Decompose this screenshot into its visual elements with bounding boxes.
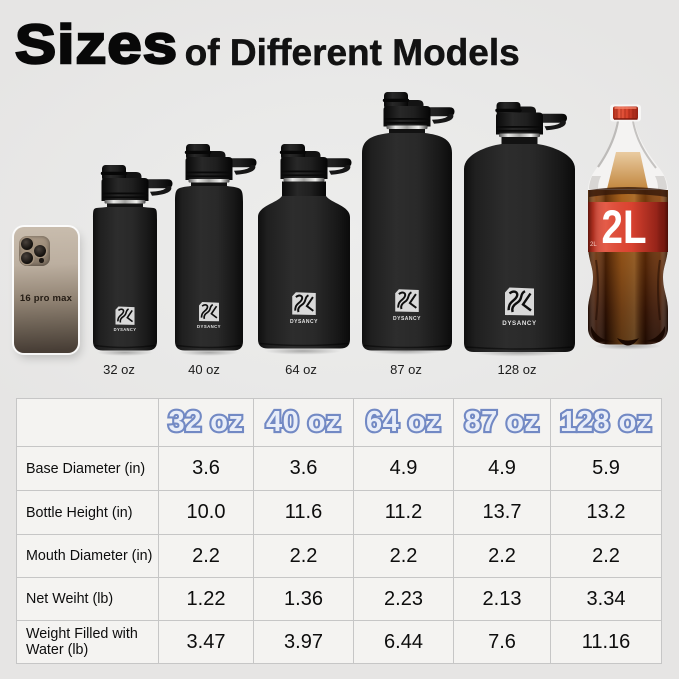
svg-text:DYSANCY: DYSANCY [197,324,221,329]
svg-text:2L: 2L [602,200,647,253]
svg-text:DYSANCY: DYSANCY [393,316,421,322]
svg-text:DYSANCY: DYSANCY [114,327,137,332]
svg-text:2L: 2L [590,242,597,248]
svg-text:DYSANCY: DYSANCY [290,319,318,325]
svg-text:DYSANCY: DYSANCY [502,320,537,327]
